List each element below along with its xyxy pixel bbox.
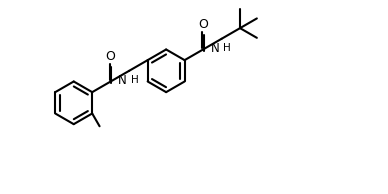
Text: O: O <box>106 50 116 63</box>
Text: O: O <box>198 18 208 31</box>
Text: H: H <box>131 75 139 85</box>
Text: H: H <box>223 43 231 53</box>
Text: N: N <box>118 74 126 87</box>
Text: N: N <box>210 42 219 55</box>
